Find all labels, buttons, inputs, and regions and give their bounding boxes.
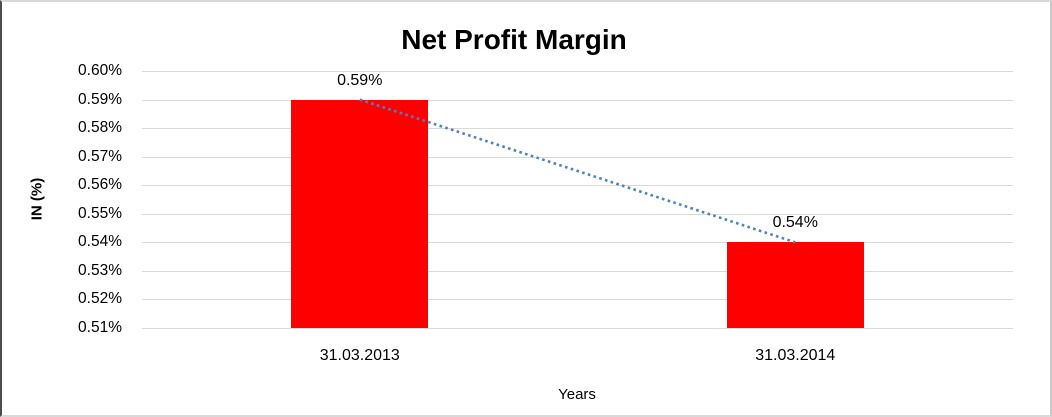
gridline — [142, 99, 1013, 101]
y-axis-title: IN (%) — [28, 177, 46, 221]
plot-area: 0.59% 0.54% — [142, 71, 1013, 329]
bar-31.03.2014 — [726, 242, 864, 328]
y-tick-label: 0.55% — [78, 204, 122, 222]
gridline — [142, 242, 1013, 244]
gridline — [142, 128, 1013, 130]
y-tick-label: 0.57% — [78, 147, 122, 165]
bar-data-label: 0.59% — [337, 71, 383, 89]
x-tick-label: 31.03.2013 — [319, 347, 400, 364]
chart-title: Net Profit Margin — [401, 24, 627, 55]
y-tick-label: 0.60% — [78, 62, 122, 79]
gridline — [142, 185, 1013, 187]
gridline — [142, 299, 1013, 301]
y-tick-label: 0.51% — [78, 319, 122, 336]
bar-31.03.2013 — [291, 99, 429, 328]
gridline — [142, 71, 1013, 72]
gridline — [142, 328, 1013, 329]
x-tick-label: 31.03.2014 — [755, 347, 836, 364]
y-tick-label: 0.56% — [78, 176, 122, 194]
y-tick-label: 0.53% — [78, 261, 122, 279]
gridline — [142, 213, 1013, 215]
x-axis-title: Years — [558, 386, 596, 403]
bar-data-label: 0.54% — [772, 214, 818, 232]
gridline — [142, 270, 1013, 272]
y-tick-label: 0.59% — [78, 90, 122, 108]
trendline — [359, 98, 796, 244]
y-tick-label: 0.52% — [78, 290, 122, 308]
y-tick-label: 0.58% — [78, 119, 122, 137]
gridline — [142, 156, 1013, 158]
y-tick-label: 0.54% — [78, 233, 122, 251]
